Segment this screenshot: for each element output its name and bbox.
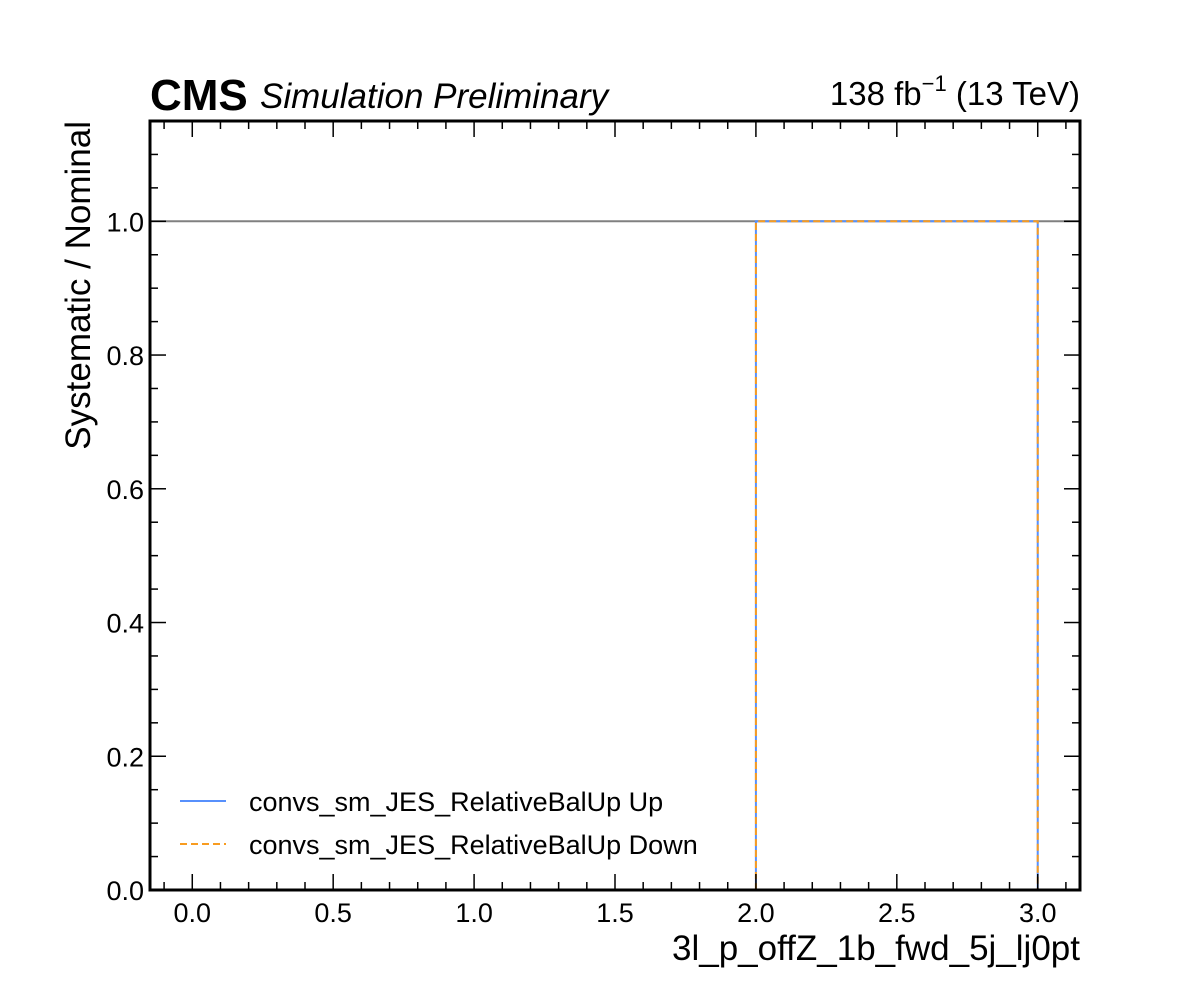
y-tick-label: 1.0 <box>106 207 144 237</box>
lumi-suffix: (13 TeV) <box>947 75 1080 112</box>
x-tick-label: 0.0 <box>173 898 211 928</box>
x-axis-title: 3l_p_offZ_1b_fwd_5j_lj0pt <box>672 929 1080 968</box>
legend: convs_sm_JES_RelativeBalUp Up convs_sm_JE… <box>180 787 698 860</box>
series-line-0 <box>754 220 1039 890</box>
y-tick-label: 0.6 <box>106 475 144 505</box>
status-label: Simulation Preliminary <box>260 77 611 116</box>
lumi-exponent: −1 <box>922 71 947 96</box>
lumi-prefix: 138 fb <box>830 75 922 112</box>
experiment-label: CMS <box>150 71 248 120</box>
x-tick-label: 2.0 <box>737 898 775 928</box>
legend-label-0: convs_sm_JES_RelativeBalUp Up <box>249 787 663 817</box>
ticks-layer: 0.0 0.5 1.0 1.5 2.0 2.5 3.0 0.0 0.2 0.4 0.6 0.8 1.0 <box>106 121 1080 928</box>
x-tick-label: 3.0 <box>1019 898 1057 928</box>
x-tick-label: 0.5 <box>314 898 352 928</box>
series-line-1 <box>754 220 1039 890</box>
series-layer <box>754 220 1039 890</box>
luminosity-label: 138 fb−1 (13 TeV) <box>830 71 1080 112</box>
x-tick-label: 1.0 <box>455 898 493 928</box>
x-tick-label: 2.5 <box>878 898 916 928</box>
y-axis-title: Systematic / Nominal <box>59 121 98 450</box>
x-tick-label: 1.5 <box>596 898 634 928</box>
y-tick-label: 0.8 <box>106 341 144 371</box>
y-tick-label: 0.4 <box>106 609 144 639</box>
y-tick-label: 0.0 <box>106 876 144 906</box>
plot-frame <box>148 119 1082 892</box>
y-tick-label: 0.2 <box>106 742 144 772</box>
legend-label-1: convs_sm_JES_RelativeBalUp Down <box>249 830 698 860</box>
